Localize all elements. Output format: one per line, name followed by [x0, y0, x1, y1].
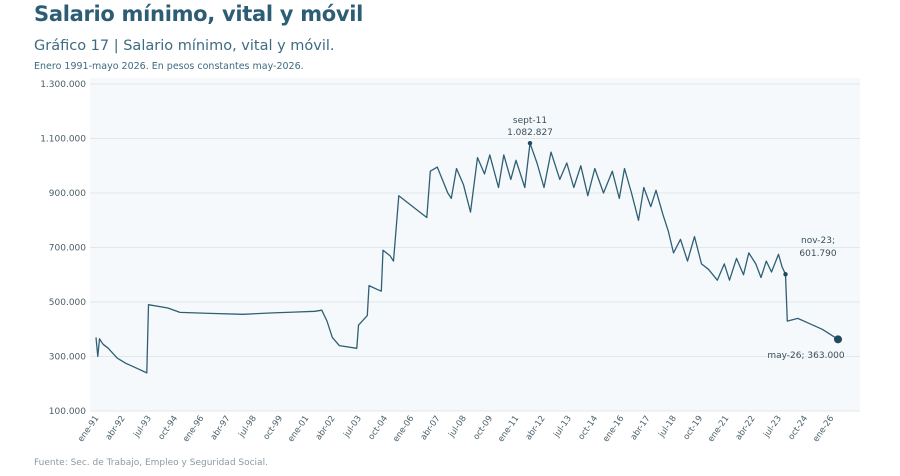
x-tick-label: ene-21 [706, 414, 731, 444]
x-tick-label: jul-98 [236, 414, 259, 440]
x-axis-ticks: ene-91 abr-92 jul-93 oct-94 ene-96 abr-97 jul-… [76, 414, 836, 444]
x-tick-label: oct-04 [366, 414, 390, 442]
x-tick-label: abr-02 [314, 414, 338, 442]
y-tick-label: 100.000 [49, 407, 86, 417]
x-tick-label: jul-13 [551, 414, 574, 440]
x-tick-label: ene-16 [601, 414, 626, 444]
nov23-marker [783, 272, 788, 277]
nov23-date-label: nov-23; [801, 236, 835, 246]
x-tick-label: jul-08 [446, 414, 469, 440]
x-tick-label: oct-99 [261, 414, 285, 442]
x-tick-label: ene-06 [391, 414, 416, 444]
x-tick-label: oct-14 [576, 414, 600, 442]
x-tick-label: ene-96 [181, 414, 206, 444]
peak-marker [527, 140, 533, 146]
x-tick-label: oct-94 [156, 414, 180, 442]
y-tick-label: 500.000 [49, 298, 86, 308]
x-tick-label: oct-19 [681, 414, 705, 442]
x-tick-label: abr-92 [104, 414, 128, 442]
may26-label: may-26; 363.000 [767, 351, 845, 361]
main-title: Salario mínimo, vital y móvil [34, 2, 364, 26]
peak-date-label: sept-11 [513, 116, 547, 126]
chart-subtitle: Enero 1991-mayo 2026. En pesos constante… [34, 61, 304, 72]
y-tick-label: 300.000 [49, 353, 86, 363]
x-tick-label: jul-93 [131, 414, 154, 440]
y-tick-label: 1.300.000 [40, 80, 86, 90]
x-tick-label: abr-07 [419, 414, 443, 442]
grid-lines [90, 83, 860, 412]
x-tick-label: ene-26 [811, 414, 836, 444]
may26-marker [834, 335, 842, 344]
series-line [95, 142, 839, 374]
x-tick-label: ene-11 [496, 414, 521, 444]
annotations: sept-11 1.082.827 nov-23; 601.790 may-26; 36… [507, 116, 845, 361]
plot-area [90, 78, 860, 411]
x-tick-label: ene-01 [286, 414, 311, 444]
x-tick-label: jul-23 [761, 414, 784, 440]
y-tick-label: 1.100.000 [40, 135, 86, 145]
y-axis-ticks: 100.000 300.000 500.000 700.000 900.000 1.100… [40, 80, 86, 417]
x-tick-label: jul-18 [656, 414, 679, 440]
x-tick-label: abr-17 [629, 414, 653, 442]
peak-value-label: 1.082.827 [507, 128, 553, 138]
y-tick-label: 900.000 [49, 189, 86, 199]
y-tick-label: 700.000 [49, 244, 86, 254]
x-tick-label: abr-22 [734, 414, 758, 442]
x-tick-label: jul-03 [341, 414, 364, 440]
x-tick-label: abr-97 [209, 414, 233, 442]
source-note: Fuente: Sec. de Trabajo, Empleo y Seguri… [34, 458, 268, 468]
x-tick-label: oct-09 [471, 414, 495, 442]
nov23-value-label: 601.790 [799, 249, 836, 259]
x-tick-label: ene-91 [76, 414, 101, 444]
x-tick-label: abr-12 [524, 414, 548, 442]
x-tick-label: oct-24 [786, 414, 810, 442]
chart-title: Gráfico 17 | Salario mínimo, vital y móv… [34, 38, 335, 54]
